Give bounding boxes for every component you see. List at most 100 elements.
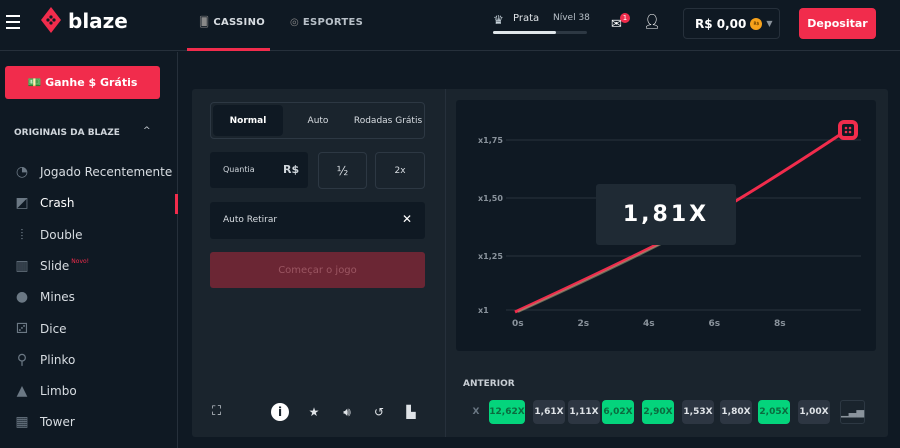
sidebar-item-label: Mines xyxy=(40,290,75,305)
history-chip: 1,53X xyxy=(682,400,714,424)
fullscreen-icon[interactable]: ⛶ xyxy=(212,404,222,419)
sidebar-item-limbo[interactable]: ▲ Limbo xyxy=(14,383,77,399)
coin-icon: R$ xyxy=(750,17,763,30)
plinko-icon: ⚲ xyxy=(16,351,28,368)
mode-tabs xyxy=(210,102,425,139)
y-tick-label: x1,50 xyxy=(478,194,503,203)
multiplier-display: 1,81X xyxy=(596,184,736,245)
double-icon: ⦙ xyxy=(20,226,24,243)
chevron-down-icon: ▼ xyxy=(766,19,773,28)
brand-name[interactable]: blaze xyxy=(68,9,128,33)
dice-icon: ⚂ xyxy=(15,320,29,337)
sidebar: 💵 Ganhe $ Grátis ORIGINAIS DA BLAZE ^ ◔ J… xyxy=(0,52,178,448)
auto-cashout-label: Auto Retirar xyxy=(223,215,278,225)
tab-normal[interactable]: Normal xyxy=(213,105,283,136)
graph-svg: x1,75 x1,50 x1,25 x1 0s 2s 4s 6s 8s xyxy=(478,120,861,329)
sidebar-item-label: Limbo xyxy=(40,384,77,399)
history-icon[interactable]: ↺ xyxy=(373,405,385,419)
bomb-icon: ● xyxy=(15,289,29,306)
top-header: blaze 🂠 CASSINO ◎ ESPORTES ♛ Prata Nível… xyxy=(0,0,900,51)
sidebar-item-slide[interactable]: ▥ Slide Novo! xyxy=(14,258,89,274)
history-icon: ◔ xyxy=(15,164,29,180)
ball-icon: ◎ xyxy=(290,17,303,28)
sidebar-item-plinko[interactable]: ⚲ Plinko xyxy=(14,351,76,368)
limbo-icon: ▲ xyxy=(16,383,28,400)
x-tick-label: 8s xyxy=(774,319,786,329)
close-icon[interactable]: ✕ xyxy=(402,212,413,226)
sidebar-item-jogado-recentemente[interactable]: ◔ Jogado Recentemente xyxy=(14,164,172,180)
user-icon[interactable]: 👤︎ xyxy=(643,14,661,30)
crown-icon: ♛ xyxy=(493,13,504,27)
tower-icon: ▦ xyxy=(15,414,29,431)
history-chip: 6,02X xyxy=(602,400,634,424)
sidebar-item-dice[interactable]: ⚂ Dice xyxy=(14,321,67,337)
tab-free-spins[interactable]: Rodadas Grátis xyxy=(353,115,423,126)
sidebar-item-label: Double xyxy=(40,227,83,242)
level-label: Nível 38 xyxy=(553,13,590,23)
history-chip: 1,00X xyxy=(798,400,830,424)
history-chip: 2,90X xyxy=(642,400,674,424)
active-tab-indicator xyxy=(187,48,270,51)
amount-label: Quantia xyxy=(223,165,255,174)
section-title: ORIGINAIS DA BLAZE xyxy=(14,128,120,138)
previous-label: ANTERIOR xyxy=(463,379,515,389)
new-badge: Novo! xyxy=(71,258,90,266)
amount-input[interactable]: Quantia R$ xyxy=(210,152,308,188)
sidebar-item-label: Crash xyxy=(40,196,75,211)
free-bonus-button[interactable]: 💵 Ganhe $ Grátis xyxy=(5,66,160,99)
blaze-logo-icon xyxy=(40,6,62,34)
sidebar-item-mines[interactable]: ● Mines xyxy=(14,289,75,305)
tab-auto[interactable]: Auto xyxy=(307,115,329,126)
balance-value: R$ 0,00 xyxy=(695,16,747,31)
half-button[interactable]: ½ xyxy=(318,152,367,189)
auto-cashout-input[interactable]: Auto Retirar ✕ xyxy=(210,202,425,239)
y-tick-label: x1,25 xyxy=(478,252,503,261)
sidebar-item-crash[interactable]: ◩ Crash xyxy=(14,195,75,212)
nav-label: ESPORTES xyxy=(302,17,364,28)
notification-badge: 1 xyxy=(620,13,630,23)
divider xyxy=(445,89,446,437)
mail-icon[interactable]: ✉ xyxy=(611,17,622,32)
y-tick-label: x1,75 xyxy=(478,136,503,145)
chevron-up-icon[interactable]: ^ xyxy=(143,126,151,136)
history-chip: 1,61X xyxy=(533,400,565,424)
balance-dropdown[interactable]: R$ 0,00 R$ ▼ xyxy=(683,8,780,39)
double-button[interactable]: 2x xyxy=(375,152,425,189)
x-tick-label: 0s xyxy=(512,319,524,329)
menu-icon[interactable] xyxy=(6,15,20,29)
x-tick-label: 2s xyxy=(578,319,590,329)
x-tick-label: 6s xyxy=(709,319,721,329)
slide-icon: ▥ xyxy=(15,257,29,274)
y-tick-label: x1 xyxy=(478,306,489,315)
currency-label: R$ xyxy=(283,163,300,176)
level-progress-bar xyxy=(493,31,587,34)
sidebar-item-tower[interactable]: ▦ Tower xyxy=(14,414,75,431)
cards-icon: 🂠 xyxy=(199,17,214,28)
history-chip-partial: X xyxy=(472,407,480,417)
deposit-button[interactable]: Depositar xyxy=(799,8,876,39)
start-game-button[interactable]: Começar o jogo xyxy=(210,252,425,288)
crash-graph: x1,75 x1,50 x1,25 x1 0s 2s 4s 6s 8s 1,81X xyxy=(456,100,876,351)
sidebar-item-label: Jogado Recentemente xyxy=(40,165,173,179)
sidebar-item-label: Tower xyxy=(40,415,75,430)
sidebar-item-label: Dice xyxy=(40,321,67,336)
nav-cassino[interactable]: 🂠 CASSINO xyxy=(199,17,265,28)
star-icon[interactable]: ★ xyxy=(308,405,320,419)
chart-icon[interactable]: ▙ xyxy=(406,405,416,419)
x-tick-label: 4s xyxy=(643,319,655,329)
history-chip: 1,80X xyxy=(720,400,752,424)
history-chip: 1,11X xyxy=(568,400,600,424)
history-chip: 12,62X xyxy=(489,400,525,424)
sidebar-item-double[interactable]: ⦙ Double xyxy=(14,226,83,243)
info-icon[interactable]: i xyxy=(271,403,289,421)
sound-icon[interactable]: 🔊︎ xyxy=(343,404,351,419)
sidebar-item-label: Plinko xyxy=(40,352,76,367)
dice-marker-icon xyxy=(838,120,858,140)
nav-esportes[interactable]: ◎ ESPORTES xyxy=(290,17,363,28)
history-chip: 2,05X xyxy=(758,400,790,424)
stats-icon[interactable]: ▁▃▅ xyxy=(840,400,865,424)
crash-icon: ◩ xyxy=(15,195,29,212)
rank-label: Prata xyxy=(513,13,540,24)
active-item-indicator xyxy=(175,194,178,214)
nav-label: CASSINO xyxy=(213,17,266,28)
